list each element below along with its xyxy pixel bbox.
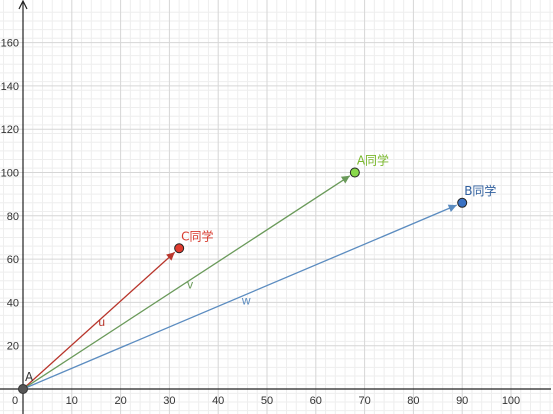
points: A C同学 A同学 B同学 [18, 153, 496, 394]
origin-point [18, 384, 28, 394]
y-tick-label: 140 [1, 81, 19, 93]
vector-w [22, 204, 457, 390]
y-tick-label: 100 [1, 168, 19, 180]
vector-u [22, 251, 176, 390]
x-tick-label: 60 [310, 395, 322, 407]
y-tick-label: 20 [7, 341, 19, 353]
x-tick-label: 100 [502, 395, 520, 407]
y-tick-label: 60 [7, 254, 19, 266]
vectors: u v w [22, 175, 457, 390]
x-tick-label: 0 [12, 395, 18, 407]
vector-v-arrowhead [340, 175, 350, 184]
vector-w-arrowhead [447, 204, 457, 212]
vector-v [22, 175, 351, 390]
x-tick-label: 70 [358, 395, 370, 407]
vector-u-arrowhead [166, 252, 175, 261]
point-label: B同学 [464, 183, 496, 198]
x-tick-label: 20 [114, 395, 126, 407]
x-tick-label: 80 [407, 395, 419, 407]
data-point [174, 243, 185, 254]
x-tick-label: 40 [212, 395, 224, 407]
vector-u-label: u [98, 315, 105, 329]
y-tick-label: 40 [7, 297, 19, 309]
data-point [457, 197, 468, 208]
x-tick-label: 50 [261, 395, 273, 407]
origin-label: A [25, 370, 34, 384]
x-tick-label: 10 [66, 395, 78, 407]
y-tick-label: 160 [1, 38, 19, 50]
point-label: A同学 [357, 153, 389, 168]
x-tick-label: 30 [163, 395, 175, 407]
vector-v-label: v [187, 278, 193, 292]
y-tick-label: 80 [7, 211, 19, 223]
x-tick-label: 90 [456, 395, 468, 407]
point-label: C同学 [181, 228, 213, 243]
vector-w-label: w [241, 293, 251, 307]
y-tick-labels: 20 40 60 80 100 120 140 160 [1, 38, 19, 353]
y-tick-label: 120 [1, 124, 19, 136]
x-tick-labels: 01020304050607080901001 [12, 395, 520, 407]
data-point [349, 167, 360, 178]
y-axis-arrow [18, 0, 28, 10]
